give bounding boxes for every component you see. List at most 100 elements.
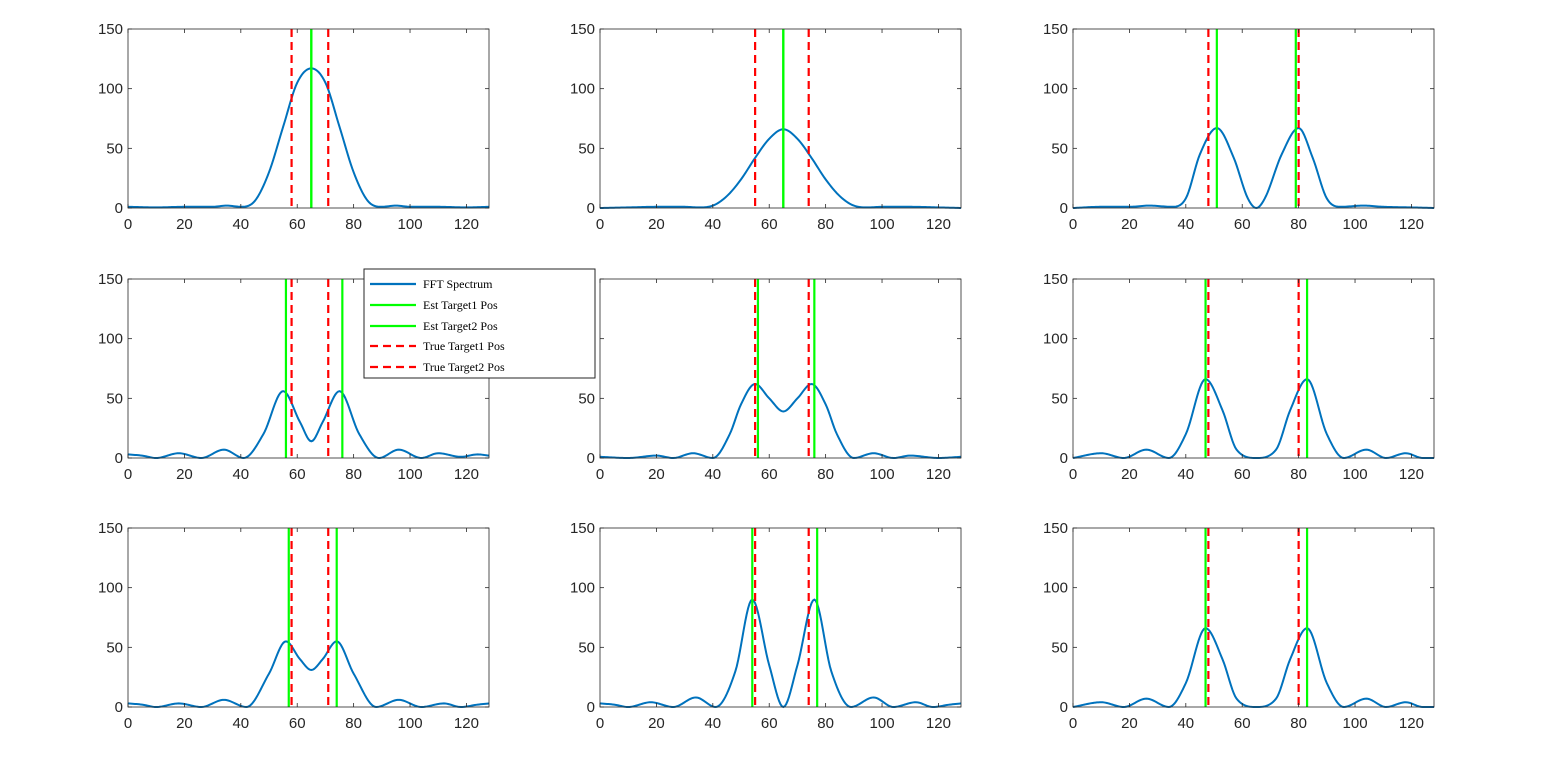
x-tick-label: 120 (1399, 715, 1424, 732)
x-tick-label: 120 (926, 466, 951, 483)
plot-area (600, 29, 961, 208)
y-tick-label: 100 (1043, 81, 1068, 98)
y-tick-label: 50 (1051, 390, 1068, 407)
x-tick-label: 20 (176, 715, 193, 732)
x-tick-label: 120 (926, 715, 951, 732)
y-tick-label: 50 (106, 390, 123, 407)
x-tick-label: 40 (232, 466, 249, 483)
axes-box (1072, 527, 1435, 708)
x-tick-label: 100 (870, 216, 895, 233)
y-tick-label: 50 (578, 390, 595, 407)
fft-spectrum-line (127, 390, 490, 460)
x-tick-label: 100 (870, 715, 895, 732)
legend-box (363, 268, 596, 379)
x-tick-label: 0 (1069, 715, 1077, 732)
subplot-1: 0 20 40 60 80 100 120 0 50 100 150 (98, 21, 490, 233)
y-tick-label: 100 (1043, 580, 1068, 597)
plot-area (600, 279, 961, 458)
x-tick-label: 100 (1343, 466, 1368, 483)
x-tick-label: 80 (817, 466, 834, 483)
x-tick-label: 60 (289, 466, 306, 483)
plot-area (1073, 279, 1434, 458)
x-tick-label: 60 (289, 216, 306, 233)
legend: FFT Spectrum Est Target1 Pos Est Target2… (363, 268, 596, 379)
subplot-9: 0 20 40 60 80 100 120 0 50 100 150 (1043, 520, 1435, 732)
axes-box (127, 527, 490, 708)
x-tick-label: 40 (232, 216, 249, 233)
legend-label-est2: Est Target2 Pos (423, 319, 498, 333)
x-tick-label: 40 (232, 715, 249, 732)
fft-spectrum-line (599, 598, 962, 709)
legend-label-true1: True Target1 Pos (423, 339, 505, 353)
subplot-7: 0 20 40 60 80 100 120 0 50 100 150 (98, 520, 490, 732)
y-tick-label: 0 (1060, 200, 1068, 217)
x-tick-label: 40 (704, 216, 721, 233)
x-tick-label: 20 (648, 715, 665, 732)
y-tick-label: 0 (587, 200, 595, 217)
axes-box (1072, 278, 1435, 459)
subplot-grid: 0 20 40 60 80 100 120 0 50 100 150 0 20 40 60 80 100 120 0… (98, 21, 1435, 732)
x-tick-label: 80 (1290, 715, 1307, 732)
x-tick-label: 80 (345, 466, 362, 483)
y-tick-label: 100 (570, 81, 595, 98)
x-tick-label: 40 (1177, 715, 1194, 732)
subplot-8: 0 20 40 60 80 100 120 0 50 100 150 (570, 520, 962, 732)
y-tick-label: 0 (1060, 450, 1068, 467)
y-tick-label: 150 (98, 520, 123, 537)
x-tick-label: 20 (648, 216, 665, 233)
legend-label-true2: True Target2 Pos (423, 360, 505, 374)
y-tick-label: 50 (578, 140, 595, 157)
x-tick-label: 20 (176, 466, 193, 483)
fft-spectrum-line (599, 382, 962, 460)
y-tick-label: 0 (115, 699, 123, 716)
x-tick-label: 40 (1177, 216, 1194, 233)
y-tick-label: 100 (98, 580, 123, 597)
axes-box (599, 28, 962, 209)
fft-spectrum-line (127, 640, 490, 709)
plot-area (1073, 29, 1434, 208)
y-tick-label: 100 (98, 331, 123, 348)
x-tick-label: 40 (704, 466, 721, 483)
subplot-2: 0 20 40 60 80 100 120 0 50 100 150 (570, 21, 962, 233)
legend-label-fft: FFT Spectrum (423, 277, 493, 291)
x-tick-label: 0 (1069, 216, 1077, 233)
y-tick-label: 50 (578, 639, 595, 656)
y-tick-label: 150 (98, 21, 123, 38)
x-tick-label: 120 (1399, 466, 1424, 483)
x-tick-label: 80 (1290, 216, 1307, 233)
y-tick-label: 0 (115, 450, 123, 467)
x-tick-label: 60 (289, 715, 306, 732)
x-tick-label: 20 (1121, 715, 1138, 732)
y-tick-label: 0 (115, 200, 123, 217)
y-tick-label: 100 (570, 580, 595, 597)
y-tick-label: 50 (106, 639, 123, 656)
x-tick-label: 20 (176, 216, 193, 233)
x-tick-label: 80 (345, 715, 362, 732)
x-tick-label: 100 (398, 466, 423, 483)
x-tick-label: 120 (454, 216, 479, 233)
x-tick-label: 40 (704, 715, 721, 732)
x-tick-label: 60 (1234, 216, 1251, 233)
x-tick-label: 20 (1121, 466, 1138, 483)
x-tick-label: 60 (761, 715, 778, 732)
x-tick-label: 20 (1121, 216, 1138, 233)
legend-label-est1: Est Target1 Pos (423, 298, 498, 312)
y-tick-label: 50 (106, 140, 123, 157)
x-tick-label: 100 (1343, 715, 1368, 732)
x-tick-label: 60 (1234, 715, 1251, 732)
x-tick-label: 80 (817, 715, 834, 732)
subplot-6: 0 20 40 60 80 100 120 0 50 100 150 (1043, 271, 1435, 483)
axes-box (599, 527, 962, 708)
x-tick-label: 0 (124, 715, 132, 732)
y-tick-label: 150 (1043, 520, 1068, 537)
y-tick-label: 150 (570, 520, 595, 537)
x-tick-label: 120 (454, 466, 479, 483)
fft-spectrum-line (127, 67, 490, 209)
x-tick-label: 0 (596, 715, 604, 732)
x-tick-label: 80 (345, 216, 362, 233)
plot-area (1073, 528, 1434, 707)
x-tick-label: 60 (1234, 466, 1251, 483)
fft-spectrum-line (599, 128, 962, 209)
y-tick-label: 0 (587, 450, 595, 467)
